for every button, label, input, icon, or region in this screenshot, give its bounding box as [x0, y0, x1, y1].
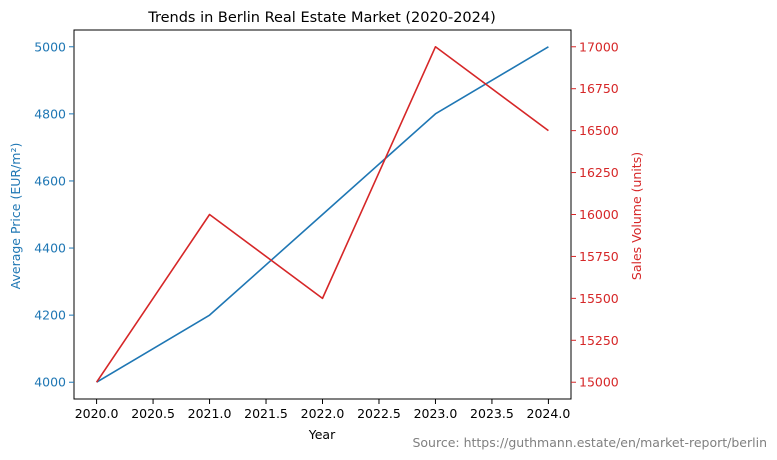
left-y-tick-label: 4000	[34, 375, 66, 390]
left-y-tick-label: 4200	[34, 308, 66, 323]
x-axis: 2020.0 2020.5 2021.0 2021.5 2022.0 2022.5 2023…	[75, 399, 571, 421]
x-tick-label: 2022.5	[357, 406, 401, 421]
chart-title: Trends in Berlin Real Estate Market (202…	[147, 10, 496, 26]
right-y-tick-label: 16250	[579, 165, 619, 180]
left-y-axis: 4000 4200 4400 4600 4800 5000	[34, 39, 74, 390]
x-tick-label: 2020.5	[131, 406, 175, 421]
left-y-tick-label: 4600	[34, 173, 66, 188]
x-tick-label: 2021.5	[244, 406, 288, 421]
right-y-tick-label: 15500	[579, 291, 619, 306]
right-y-tick-label: 16500	[579, 123, 619, 138]
x-tick-label: 2023.5	[470, 406, 514, 421]
left-y-tick-label: 4800	[34, 106, 66, 121]
right-y-tick-label: 15000	[579, 375, 619, 390]
series-layer	[95, 45, 549, 383]
x-tick-label: 2022.0	[301, 406, 345, 421]
right-y-tick-label: 16750	[579, 81, 619, 96]
right-y-axis-label: Sales Volume (units)	[629, 152, 644, 280]
x-tick-label: 2021.0	[188, 406, 232, 421]
right-y-tick-label: 17000	[579, 39, 619, 54]
x-axis-label: Year	[308, 427, 336, 442]
x-tick-label: 2020.0	[75, 406, 119, 421]
right-y-tick-label: 15750	[579, 249, 619, 264]
right-y-tick-label: 16000	[579, 207, 619, 222]
left-y-tick-label: 5000	[34, 39, 66, 54]
left-y-tick-label: 4400	[34, 241, 66, 256]
right-y-axis: 15000 15250 15500 15750 16000 16250 16500 16750…	[571, 39, 619, 390]
x-tick-label: 2024.0	[527, 406, 571, 421]
right-y-tick-label: 15250	[579, 333, 619, 348]
left-y-axis-label: Average Price (EUR/m²)	[8, 143, 23, 290]
x-tick-label: 2023.0	[414, 406, 458, 421]
source-note: Source: https://guthmann.estate/en/marke…	[412, 435, 767, 450]
